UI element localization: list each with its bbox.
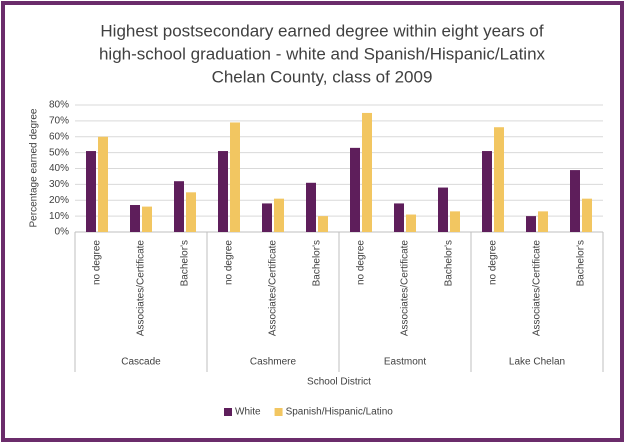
bar xyxy=(142,206,152,232)
x-tick-label: Bachelor's xyxy=(312,240,323,286)
bar xyxy=(86,151,96,232)
x-tick-label: no degree xyxy=(92,240,103,285)
x-tick-label: Associates/Certificate xyxy=(532,240,543,337)
bar xyxy=(526,216,536,232)
bar xyxy=(350,147,360,232)
bar xyxy=(450,211,460,232)
y-tick-label: 50% xyxy=(49,147,69,158)
chart-title: Chelan County, class of 2009 xyxy=(212,67,433,86)
chart-title: high-school graduation - white and Spani… xyxy=(99,44,546,63)
bar xyxy=(538,211,548,232)
bar xyxy=(362,112,372,232)
bar xyxy=(582,198,592,232)
bar xyxy=(130,205,140,232)
group-label: Cascade xyxy=(121,357,161,368)
x-axis-label: School District xyxy=(307,377,371,388)
bar xyxy=(174,181,184,232)
y-tick-label: 20% xyxy=(49,195,69,206)
y-tick-label: 0% xyxy=(55,227,70,238)
x-tick-label: no degree xyxy=(488,240,499,285)
bar xyxy=(98,136,108,232)
bar xyxy=(570,170,580,232)
group-label: Lake Chelan xyxy=(509,357,565,368)
y-axis-label: Percentage earned degree xyxy=(29,108,40,227)
bar xyxy=(274,198,284,232)
bar xyxy=(262,203,272,232)
y-tick-label: 80% xyxy=(49,100,69,111)
bar xyxy=(306,182,316,232)
x-tick-label: Associates/Certificate xyxy=(268,240,279,337)
bar xyxy=(230,122,240,232)
y-tick-label: 40% xyxy=(49,163,69,174)
y-tick-label: 70% xyxy=(49,116,69,127)
legend-label: Spanish/Hispanic/Latino xyxy=(286,407,394,418)
x-tick-label: no degree xyxy=(356,240,367,285)
bar xyxy=(218,151,228,232)
bar xyxy=(394,203,404,232)
legend-label: White xyxy=(235,407,261,418)
group-label: Cashmere xyxy=(250,357,297,368)
y-tick-label: 60% xyxy=(49,131,69,142)
legend-swatch xyxy=(224,408,232,416)
group-label: Eastmont xyxy=(384,357,426,368)
bar xyxy=(494,127,504,232)
y-tick-label: 10% xyxy=(49,211,69,222)
legend-swatch xyxy=(274,408,283,416)
chart-title: Highest postsecondary earned degree with… xyxy=(100,21,543,40)
x-tick-label: Bachelor's xyxy=(576,240,587,286)
bar xyxy=(438,187,448,232)
x-tick-label: Associates/Certificate xyxy=(400,240,411,337)
x-tick-label: Bachelor's xyxy=(444,240,455,286)
x-tick-label: Bachelor's xyxy=(180,240,191,286)
x-tick-label: Associates/Certificate xyxy=(136,240,147,337)
x-tick-label: no degree xyxy=(224,240,235,285)
bar xyxy=(482,151,492,232)
bar xyxy=(186,192,196,232)
bar xyxy=(318,216,328,232)
y-tick-label: 30% xyxy=(49,179,69,190)
bar xyxy=(406,214,416,232)
